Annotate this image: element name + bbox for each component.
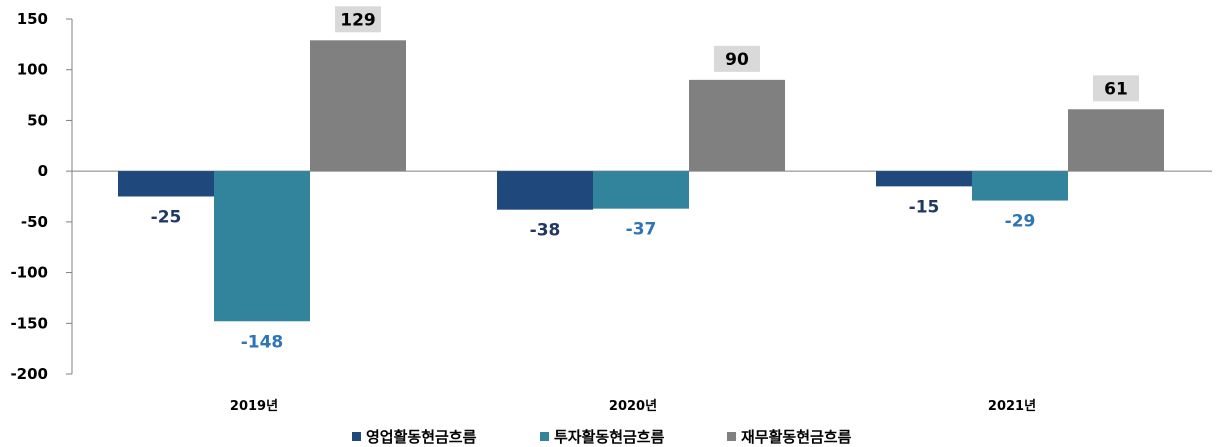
legend-label: 투자활동현금흐름 [554,428,665,446]
y-tick-label: 150 [17,10,48,28]
x-category-label: 2019년 [230,399,278,414]
data-label-box [335,6,381,33]
legend-label: 재무활동현금흐름 [741,428,852,446]
legend-swatch [540,432,549,441]
data-label: 129 [340,10,376,30]
data-label: -37 [626,220,657,240]
bar [310,40,406,172]
data-label: -38 [530,221,561,241]
bar [689,79,785,172]
bar [497,171,593,210]
bar [1068,109,1164,172]
bar [972,171,1068,201]
x-category-label: 2020년 [609,399,657,414]
data-label: -25 [151,208,182,228]
legend-label: 영업활동현금흐름 [366,428,477,446]
data-label: -29 [1005,212,1036,232]
y-tick-label: -50 [21,213,48,231]
y-tick-label: -150 [10,314,48,332]
y-tick-label: -200 [10,365,48,383]
chart-data-labels: -25 -148 129 -38 -37 90 -15 -29 61 [151,6,1139,352]
bar [214,171,310,322]
y-tick-label: 100 [17,61,48,79]
bar [118,171,214,197]
chart-bars [118,40,1164,322]
y-tick-label: 50 [27,111,48,129]
legend-swatch [727,432,736,441]
legend-swatch [352,432,361,441]
data-label: -15 [909,197,940,217]
bar [876,171,972,187]
x-category-label: 2021년 [988,399,1036,414]
data-label-box [714,45,760,72]
data-label: 90 [725,50,749,70]
data-label: -148 [241,332,284,352]
data-label: 61 [1104,79,1128,99]
y-tick-label: 0 [38,162,48,180]
data-label-box [1093,75,1139,102]
y-tick-label: -100 [10,264,48,282]
chart-legend: 영업활동현금흐름 투자활동현금흐름 재무활동현금흐름 [352,428,852,446]
bar [593,171,689,209]
